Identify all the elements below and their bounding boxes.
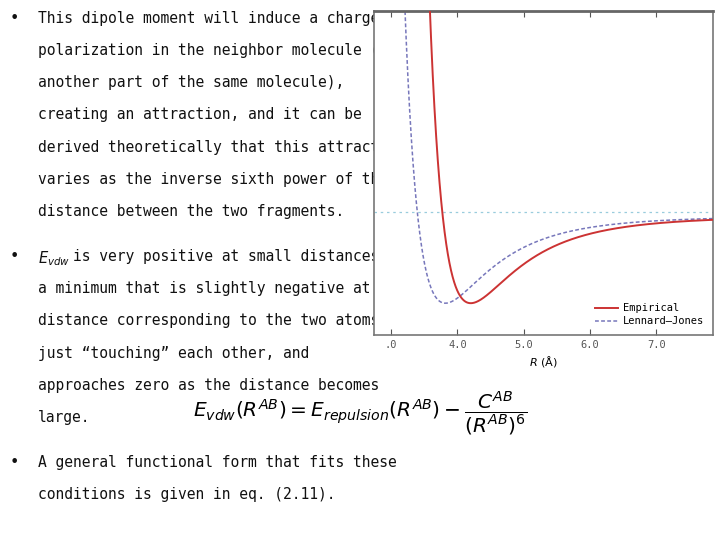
- Text: a minimum that is slightly negative at a: a minimum that is slightly negative at a: [38, 281, 388, 296]
- Text: •: •: [10, 455, 19, 470]
- Text: $E_{vdw}$: $E_{vdw}$: [38, 249, 71, 267]
- Text: derived theoretically that this attraction: derived theoretically that this attracti…: [38, 140, 406, 154]
- Text: polarization in the neighbor molecule (or: polarization in the neighbor molecule (o…: [38, 43, 397, 58]
- Text: varies as the inverse sixth power of the: varies as the inverse sixth power of the: [38, 172, 388, 187]
- X-axis label: $R$ (Å): $R$ (Å): [529, 354, 558, 369]
- Text: This dipole moment will induce a charge: This dipole moment will induce a charge: [38, 10, 379, 25]
- Text: conditions is given in eq. (2.11).: conditions is given in eq. (2.11).: [38, 487, 336, 502]
- Text: is very positive at small distances, has: is very positive at small distances, has: [73, 249, 423, 264]
- Text: A general functional form that fits these: A general functional form that fits thes…: [38, 455, 397, 470]
- Text: $E_{vdw}(R^{AB}) = E_{repulsion}(R^{AB}) - \dfrac{C^{AB}}{(R^{AB})^6}$: $E_{vdw}(R^{AB}) = E_{repulsion}(R^{AB})…: [193, 389, 527, 437]
- Text: another part of the same molecule),: another part of the same molecule),: [38, 75, 345, 90]
- Text: distance between the two fragments.: distance between the two fragments.: [38, 204, 345, 219]
- Text: approaches zero as the distance becomes: approaches zero as the distance becomes: [38, 378, 379, 393]
- Text: •: •: [10, 249, 19, 264]
- Legend: Empirical, Lennard–Jones: Empirical, Lennard–Jones: [592, 300, 708, 329]
- Text: distance corresponding to the two atoms: distance corresponding to the two atoms: [38, 313, 379, 328]
- Text: just “touching” each other, and: just “touching” each other, and: [38, 346, 310, 361]
- Text: large.: large.: [38, 410, 91, 426]
- Text: creating an attraction, and it can be: creating an attraction, and it can be: [38, 107, 362, 123]
- Text: •: •: [10, 10, 19, 25]
